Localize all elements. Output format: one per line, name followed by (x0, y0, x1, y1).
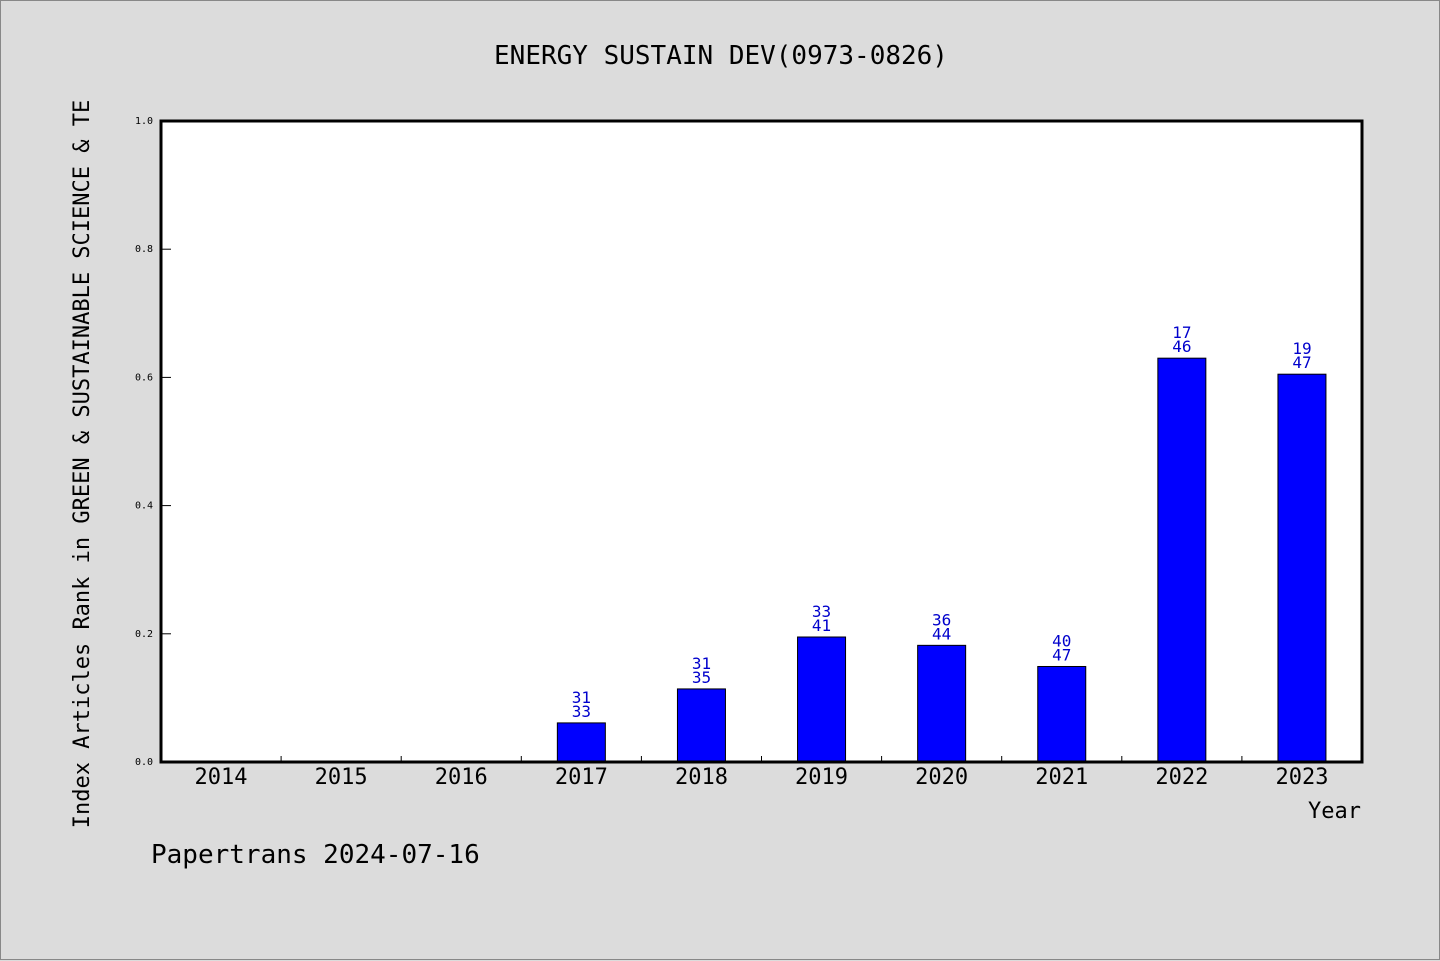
bar (797, 636, 847, 763)
data-label-total: 44 (932, 624, 951, 643)
chart-title: ENERGY SUSTAIN DEV(0973-0826) (494, 41, 948, 71)
y-tick-label: 0.2 (135, 629, 153, 640)
bar (1157, 357, 1207, 763)
data-label-rank: 40 (1052, 631, 1071, 650)
bar (1277, 373, 1327, 763)
x-tick-label: 2019 (795, 765, 848, 790)
x-tick-label: 2020 (915, 765, 968, 790)
bar (676, 688, 726, 763)
bar (917, 644, 967, 763)
x-tick-label: 2014 (195, 765, 248, 790)
data-label-total: 41 (812, 616, 831, 635)
y-tick-label: 0.6 (135, 372, 153, 383)
data-label-rank: 36 (932, 610, 951, 629)
data-label-total: 46 (1172, 337, 1191, 356)
x-tick-label: 2023 (1275, 765, 1328, 790)
y-tick-label: 0.8 (135, 244, 153, 255)
y-axis-label: Index Articles Rank in GREEN & SUSTAINAB… (70, 100, 95, 828)
footer-text: Papertrans 2024-07-16 (151, 840, 480, 870)
x-tick-label: 2022 (1155, 765, 1208, 790)
bar (1037, 665, 1087, 763)
bar (556, 722, 606, 763)
data-label-rank: 31 (572, 688, 591, 707)
data-label-total: 33 (572, 702, 591, 721)
x-tick-label: 2016 (435, 765, 488, 790)
x-tick-label: 2017 (555, 765, 608, 790)
y-tick-label: 0.4 (135, 501, 153, 512)
x-tick-label: 2021 (1035, 765, 1088, 790)
x-axis-label: Year (1308, 799, 1361, 824)
x-tick-label: 2015 (315, 765, 368, 790)
data-label-total: 47 (1292, 353, 1311, 372)
data-label-rank: 33 (812, 602, 831, 621)
y-tick-label: 0.0 (135, 757, 153, 768)
plot-frame (159, 119, 1364, 764)
data-label-rank: 17 (1172, 323, 1191, 342)
data-label-total: 47 (1052, 645, 1071, 664)
x-tick-label: 2018 (675, 765, 728, 790)
data-label-total: 35 (692, 668, 711, 687)
y-tick-label: 1.0 (135, 116, 153, 127)
data-label-rank: 31 (692, 654, 711, 673)
data-label-rank: 19 (1292, 339, 1311, 358)
